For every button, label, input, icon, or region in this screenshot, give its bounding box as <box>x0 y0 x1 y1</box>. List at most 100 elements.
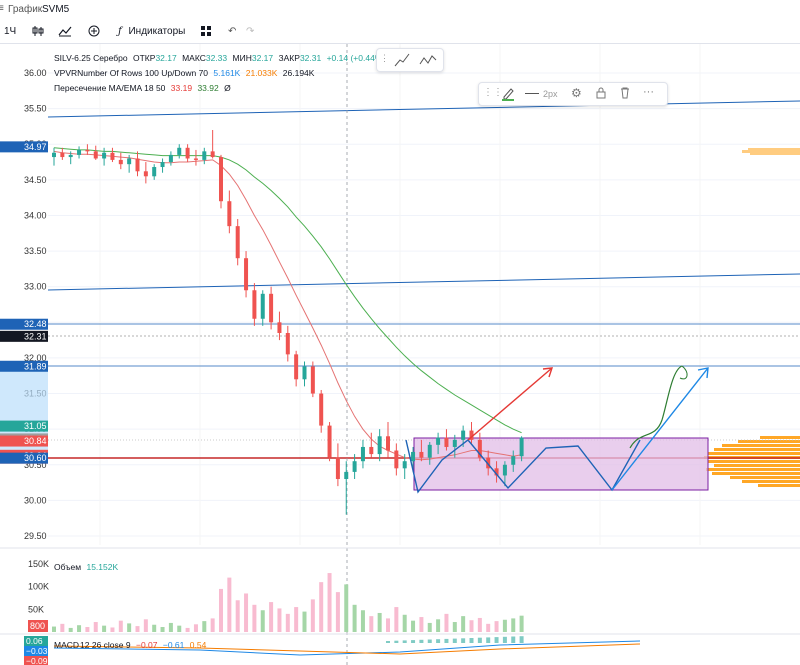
ma-v1: 33.19 <box>170 83 193 93</box>
candle-body <box>294 354 299 380</box>
legend-high: 32.33 <box>205 53 228 63</box>
price-badge <box>0 452 48 464</box>
volume-bar <box>461 616 466 632</box>
volume-bar <box>386 618 390 632</box>
volume-bar <box>202 621 207 632</box>
path-icon[interactable] <box>419 52 437 73</box>
price-badge-label: 31.89 <box>24 361 47 371</box>
volume-name: Объем <box>54 562 82 572</box>
macd-v3: 0.54 <box>189 640 207 650</box>
candle-body <box>502 464 507 476</box>
menu-icon[interactable]: ≡ <box>0 3 4 14</box>
templates-icon[interactable] <box>200 25 212 39</box>
volume-bar <box>477 617 482 632</box>
price-tick: 36.00 <box>24 68 47 78</box>
volume-profile-bar <box>714 448 800 451</box>
volume-profile-bar <box>730 476 800 479</box>
more-icon[interactable]: ··· <box>643 86 654 98</box>
breadcrumb-section[interactable]: График <box>8 4 43 15</box>
trendline-upper <box>47 100 800 118</box>
drawings[interactable] <box>405 365 709 494</box>
macd-histogram-bar <box>477 637 482 643</box>
candle <box>502 461 507 487</box>
vpvr-legend[interactable]: VPVRNumber Of Rows 100 Up/Down 70 5.161K… <box>54 68 314 78</box>
macd-histogram-bar <box>402 640 407 643</box>
delete-icon[interactable] <box>619 86 631 105</box>
candle <box>227 190 232 234</box>
candle-body <box>227 201 232 227</box>
candle <box>494 461 499 483</box>
ma-legend[interactable]: Пересечение MA/EMA 18 50 33.19 33.92 Ø <box>54 83 231 93</box>
undo-icon[interactable]: ↶ <box>228 26 237 37</box>
volume-bar <box>68 627 73 632</box>
volume-bar <box>436 619 441 632</box>
volume-bar <box>60 623 65 632</box>
candle <box>77 146 82 159</box>
trendline-middle <box>47 273 800 291</box>
chart-style-icon[interactable] <box>58 25 72 39</box>
interval-button[interactable]: 1Ч <box>4 26 17 37</box>
candle <box>269 286 274 330</box>
drag-handle-icon[interactable]: ⋮⋮ <box>483 87 503 98</box>
consolidation-box[interactable] <box>413 437 709 491</box>
candle-body <box>436 437 441 445</box>
volume-bar <box>360 610 365 632</box>
candle-body <box>461 430 466 440</box>
volume-legend[interactable]: Объем 15.152K <box>54 562 118 572</box>
candle-body <box>277 322 282 333</box>
candle <box>519 436 524 462</box>
volume-tick: 50K <box>28 604 44 614</box>
candle <box>143 162 148 184</box>
candle-body <box>219 157 223 202</box>
line-width-label[interactable]: 2px <box>543 89 558 99</box>
price-badge-label: 31.05 <box>24 421 47 431</box>
lock-icon[interactable] <box>595 86 607 105</box>
volume-bar <box>93 622 98 632</box>
pencil-color-icon[interactable] <box>501 86 515 107</box>
drag-handle-icon[interactable]: ⋮ <box>380 53 389 63</box>
volume-tick: 100K <box>28 582 49 592</box>
candle-body <box>402 461 407 469</box>
vpvr-v2: 21.033K <box>245 68 278 78</box>
brush-icon[interactable] <box>393 52 411 73</box>
candle <box>277 311 282 341</box>
candle <box>335 443 340 487</box>
volume-bar <box>335 592 340 632</box>
moving-averages <box>53 147 522 461</box>
macd-histogram-bar <box>502 636 507 643</box>
symbol-tab[interactable]: SVM5 <box>42 4 70 15</box>
legend-change: +0.14 (+0.44%) <box>326 53 386 63</box>
line-width-icon[interactable] <box>525 93 539 94</box>
macd-histogram-bar <box>394 640 399 643</box>
candle-body <box>377 436 382 455</box>
candle <box>127 154 132 173</box>
candle <box>68 151 73 165</box>
volume-profile <box>704 148 800 487</box>
chart-type-icon[interactable] <box>32 25 46 39</box>
candle <box>118 152 123 170</box>
volume-bar <box>252 604 257 632</box>
price-tick: 32.00 <box>24 353 47 363</box>
volume-bar <box>427 622 432 632</box>
redo-icon[interactable]: ↷ <box>246 26 255 37</box>
candle-body <box>235 226 240 259</box>
volume-bar <box>319 582 324 632</box>
indicators-button[interactable]: ƒ Индикаторы <box>118 25 185 39</box>
volume-bar <box>277 608 282 632</box>
volume-bar <box>344 584 349 632</box>
legend-symbol[interactable]: SILV-6.25 Серебро <box>54 53 128 63</box>
price-tick: 34.50 <box>24 175 47 185</box>
candle <box>377 429 382 462</box>
vpvr-v3: 26.194K <box>282 68 315 78</box>
macd-histogram-bar <box>511 636 516 643</box>
macd-legend[interactable]: MACD12 26 close 9 −0.07 −0.61 0.54 <box>54 640 206 650</box>
candle-body <box>344 471 349 480</box>
candle-body <box>127 158 132 165</box>
candle-body <box>93 151 98 159</box>
add-compare-icon[interactable] <box>88 25 100 39</box>
settings-icon[interactable]: ⚙ <box>571 86 582 100</box>
macd-histogram-bar <box>427 639 432 643</box>
candle-body <box>427 444 432 458</box>
price-chart[interactable]: 150K 100K 50K 800 0.06−0.03−0.09 36.00 35.50… <box>0 44 800 665</box>
candle <box>160 158 165 173</box>
